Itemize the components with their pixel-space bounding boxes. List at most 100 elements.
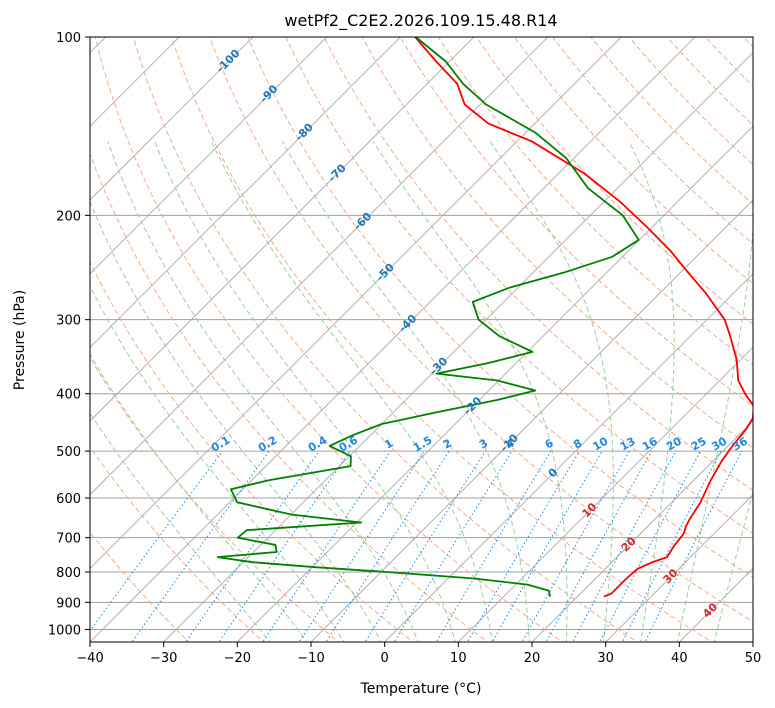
- dry-adiabat-line: [590, 37, 753, 205]
- grid-layer: [90, 25, 775, 644]
- isotherm-line: [90, 37, 328, 275]
- y-tick-label: 800: [56, 566, 81, 581]
- dry-adiabat-line: [247, 37, 753, 578]
- isotherm-line: [90, 37, 622, 569]
- isotherm-line: [752, 641, 753, 642]
- dry-adiabat-line: [552, 37, 753, 245]
- y-tick-label: 700: [56, 532, 81, 547]
- x-tick-label: 30: [597, 651, 614, 666]
- dry-adiabat-label: -80: [293, 120, 316, 143]
- mixing-ratio-line: [218, 450, 351, 642]
- dry-adiabat-label: -100: [214, 47, 243, 76]
- dry-adiabat-label: -60: [351, 209, 374, 232]
- dry-adiabat-line: [132, 37, 639, 642]
- moist-adiabat-line: [107, 141, 419, 642]
- x-tick-label: 40: [671, 651, 688, 666]
- isotherm-line: [90, 37, 401, 348]
- isotherm-line: [678, 567, 753, 642]
- y-tick-label: 100: [56, 31, 81, 46]
- mixing-ratio-line: [644, 450, 743, 642]
- dry-adiabat-label: 0: [546, 465, 561, 480]
- mixing-ratio-line: [90, 450, 223, 632]
- mixing-ratio-line: [298, 450, 425, 642]
- dry-adiabat-line: [399, 37, 753, 407]
- dry-adiabat-line: [770, 25, 775, 644]
- moist-adiabat-line: [282, 141, 530, 642]
- moist-adiabat-line: [372, 141, 568, 642]
- dry-adiabat-label: -90: [257, 82, 280, 105]
- dry-adiabat-line: [514, 37, 753, 285]
- mixing-ratio-line: [466, 450, 580, 642]
- y-tick-label: 300: [56, 314, 81, 329]
- isotherm-line: [384, 273, 753, 642]
- dry-adiabat-line: [94, 37, 564, 642]
- x-tick-label: −20: [224, 651, 251, 666]
- series-layer: [216, 37, 753, 598]
- dry-adiabat-label: 10: [579, 500, 599, 520]
- x-tick-label: 10: [450, 651, 467, 666]
- y-axis-label: Pressure (hPa): [12, 290, 28, 390]
- label-layer: 0.1 0.2 0.4 0.6 1 1.5 2 3 4 6 8 10 13 16 20 25 30 36-100-…: [209, 47, 750, 621]
- x-axis-label: Temperature (°C): [360, 681, 482, 697]
- x-axis: −40 −30 −20 −10 0 10 20 30 40 50: [76, 642, 761, 666]
- isotherm-line: [90, 37, 180, 127]
- dry-adiabat-line: [90, 260, 414, 642]
- isotherm-line: [531, 420, 753, 642]
- x-tick-label: 50: [745, 651, 762, 666]
- moist-adiabat-line: [90, 353, 308, 642]
- y-tick-label: 600: [56, 492, 81, 507]
- dry-adiabat-line: [323, 37, 753, 491]
- dry-adiabat-line: [90, 531, 190, 642]
- moist-adiabat-line: [90, 412, 271, 642]
- dry-adiabat-label: -20: [461, 394, 484, 417]
- plot-frame: [89, 36, 754, 643]
- y-tick-label: 500: [56, 445, 81, 460]
- isotherm-line: [90, 37, 549, 496]
- dry-adiabat-line: [742, 37, 753, 48]
- dry-adiabat-line: [285, 37, 753, 534]
- mixing-ratio-line: [131, 450, 270, 642]
- dewpoint-line: [216, 37, 640, 597]
- dry-adiabat-label: -70: [326, 161, 349, 184]
- dry-adiabat-line: [90, 446, 265, 642]
- chart-title: wetPf2_C2E2.2026.109.15.48.R14: [284, 11, 557, 31]
- mixing-ratio-line: [621, 450, 722, 642]
- moist-adiabat-line: [211, 141, 493, 642]
- dry-adiabat-label: -50: [374, 261, 397, 284]
- mixing-ratio-line: [599, 450, 701, 642]
- moist-adiabat-line: [676, 223, 753, 642]
- isotherm-line: [90, 37, 696, 642]
- mixing-ratio-line: [572, 450, 677, 642]
- y-axis: 100 200 300 400 500 600 700 800 900 1000: [48, 31, 90, 638]
- dry-adiabat-line: [209, 37, 753, 623]
- isotherm-line: [90, 37, 254, 201]
- moist-adiabat-line: [628, 141, 675, 642]
- dry-adiabat-line: [704, 37, 753, 87]
- dry-adiabat-line: [628, 37, 753, 166]
- y-tick-label: 900: [56, 596, 81, 611]
- isotherm-line: [236, 125, 753, 642]
- x-tick-label: −40: [76, 651, 103, 666]
- x-tick-label: −10: [297, 651, 324, 666]
- isotherm-line: [457, 346, 753, 642]
- x-tick-label: 0: [381, 651, 389, 666]
- moist-adiabat-line: [90, 285, 345, 642]
- moist-adiabat-line: [154, 141, 456, 642]
- y-tick-label: 400: [56, 388, 81, 403]
- isotherm-line: [163, 52, 753, 642]
- dry-adiabat-line: [437, 37, 753, 366]
- mixing-ratio-line: [262, 450, 392, 642]
- mixing-ratio-label: 3: [477, 437, 490, 452]
- moist-adiabat-line: [713, 490, 753, 642]
- isotherm-line: [605, 494, 753, 642]
- mixing-ratio-label: 6: [543, 436, 556, 451]
- moist-adiabat-line: [489, 141, 614, 642]
- temperature-line: [414, 37, 753, 598]
- dry-adiabat-line: [90, 356, 340, 642]
- x-tick-label: 20: [524, 651, 541, 666]
- mixing-ratio-line: [393, 450, 513, 642]
- mixing-ratio-line: [325, 450, 450, 642]
- isotherm-line: [90, 37, 475, 422]
- mixing-ratio-line: [185, 450, 320, 642]
